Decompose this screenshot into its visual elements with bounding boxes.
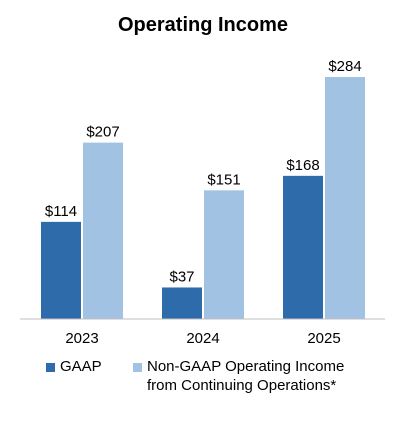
bar-non-gaap-2025 — [325, 77, 365, 319]
x-tick-label-2024: 2024 — [186, 330, 219, 347]
legend-item-non-gaap: Non-GAAP Operating Income from Continuin… — [133, 357, 387, 395]
bar-gaap-2023 — [41, 221, 81, 319]
legend-swatch-gaap — [46, 363, 55, 372]
labels-layer: $114 $207 2023 $37 $151 2024 $168 $284 2025 — [45, 58, 362, 347]
bar-gaap-2024 — [162, 287, 202, 319]
x-tick-label-2025: 2025 — [307, 330, 340, 347]
data-label-gaap-2025: $168 — [286, 157, 319, 174]
bar-non-gaap-2023 — [83, 142, 123, 319]
chart-title: Operating Income — [117, 14, 289, 36]
x-tick-label-2023: 2023 — [65, 330, 98, 347]
bars-layer — [41, 77, 365, 319]
data-label-gaap-2024: $37 — [169, 268, 194, 285]
legend-label-non-gaap: Non-GAAP Operating Income from Continuin… — [147, 357, 387, 395]
legend-swatch-non-gaap — [133, 363, 142, 372]
data-label-non-gaap-2024: $151 — [207, 171, 240, 188]
bar-gaap-2025 — [283, 175, 323, 319]
legend-label-gaap: GAAP — [60, 358, 102, 375]
data-label-non-gaap-2023: $207 — [86, 124, 119, 141]
legend-item-gaap: GAAP — [46, 357, 102, 376]
legend-label-non-gaap-line-1: Non-GAAP Operating Income — [147, 358, 345, 375]
bar-non-gaap-2024 — [204, 190, 244, 319]
data-label-non-gaap-2025: $284 — [328, 58, 361, 75]
legend: GAAP Non-GAAP Operating Income from Cont… — [0, 357, 406, 417]
legend-label-non-gaap-line-2: from Continuing Operations* — [147, 377, 337, 394]
data-label-gaap-2023: $114 — [45, 203, 77, 220]
